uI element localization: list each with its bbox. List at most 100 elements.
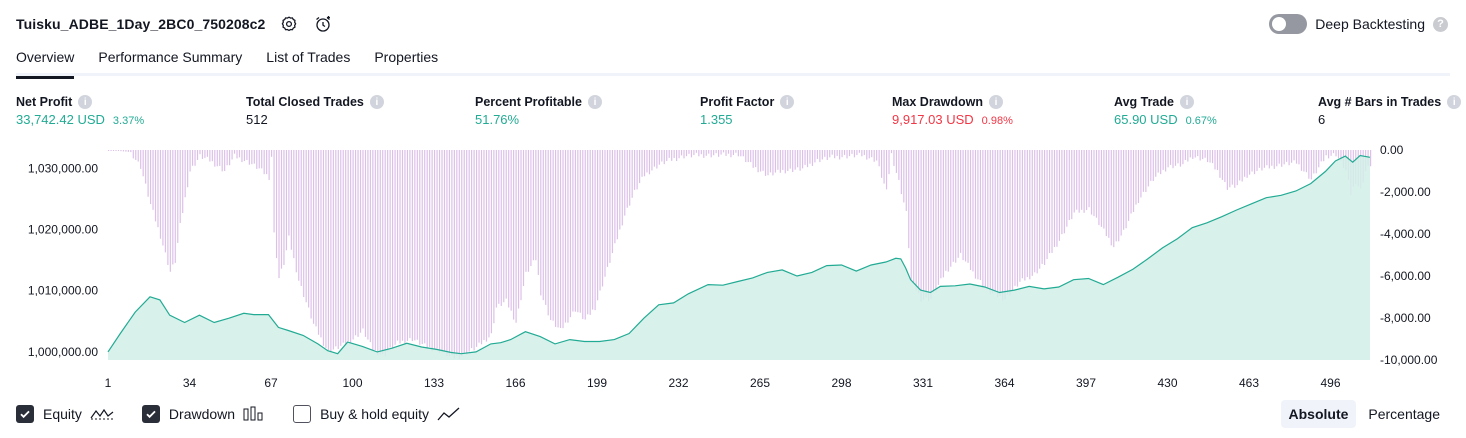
- drawdown-bar: [831, 150, 833, 155]
- absolute-button[interactable]: Absolute: [1280, 400, 1357, 428]
- info-icon[interactable]: i: [1447, 95, 1462, 109]
- buy-hold-line-icon: [437, 406, 461, 422]
- drawdown-bar: [1337, 150, 1340, 159]
- strategy-title: Tuisku_ADBE_1Day_2BC0_750208c2: [16, 16, 266, 32]
- legend-drawdown[interactable]: Drawdown: [141, 405, 265, 423]
- equity-area: [108, 155, 1370, 360]
- drawdown-bar: [890, 150, 893, 154]
- drawdown-bar: [441, 150, 443, 352]
- drawdown-bar: [510, 150, 512, 311]
- percentage-button[interactable]: Percentage: [1368, 406, 1440, 422]
- drawdown-bar: [787, 150, 789, 171]
- drawdown-bar: [1182, 150, 1184, 165]
- drawdown-bar: [209, 150, 211, 162]
- drawdown-bar: [1061, 150, 1063, 235]
- left-tick-label: 1,010,000.00: [28, 284, 98, 298]
- drawdown-bar: [1115, 150, 1117, 242]
- drawdown-bar: [742, 150, 744, 157]
- x-tick-label: 1: [105, 376, 112, 390]
- info-icon[interactable]: i: [369, 95, 384, 109]
- drawdown-bar: [421, 150, 423, 345]
- alarm-clock-icon[interactable]: [313, 14, 333, 34]
- drawdown-bar: [878, 150, 880, 167]
- drawdown-bar: [535, 150, 537, 261]
- legend-label: Equity: [43, 406, 82, 422]
- help-icon[interactable]: ?: [1433, 16, 1448, 32]
- drawdown-bar: [1370, 150, 1372, 167]
- info-icon[interactable]: i: [780, 95, 795, 109]
- tab-overview[interactable]: Overview: [16, 44, 75, 79]
- drawdown-bar: [804, 150, 806, 165]
- drawdown-bar: [599, 150, 601, 291]
- drawdown-bar: [1132, 150, 1135, 212]
- x-tick-label: 199: [587, 376, 607, 390]
- drawdown-bar: [661, 150, 663, 162]
- drawdown-bar: [1325, 150, 1327, 156]
- drawdown-bar: [567, 150, 569, 323]
- drawdown-bar: [792, 150, 794, 173]
- drawdown-bar: [1330, 150, 1332, 156]
- drawdown-bar: [414, 150, 416, 341]
- drawdown-bar: [495, 150, 497, 308]
- drawdown-bar: [1313, 150, 1315, 174]
- drawdown-bar: [513, 150, 515, 320]
- drawdown-bar: [1216, 150, 1219, 170]
- stat-max-drawdown: Max Drawdown i 9,917.03 USD 0.98%: [892, 93, 1013, 130]
- drawdown-bar: [693, 150, 695, 156]
- drawdown-bar: [757, 150, 759, 173]
- drawdown-bar: [122, 150, 125, 152]
- drawdown-bar: [394, 150, 396, 345]
- drawdown-bar: [685, 150, 688, 157]
- legend-buy-hold[interactable]: Buy & hold equity: [293, 405, 461, 423]
- drawdown-bar: [974, 150, 977, 279]
- drawdown-bar: [159, 150, 162, 239]
- info-icon[interactable]: i: [78, 95, 93, 109]
- info-icon[interactable]: i: [1179, 95, 1194, 109]
- drawdown-bar: [885, 150, 888, 190]
- buy-hold-checkbox[interactable]: [293, 405, 312, 423]
- info-icon[interactable]: i: [989, 95, 1003, 109]
- drawdown-bar: [550, 150, 552, 321]
- drawdown-bar: [325, 150, 327, 348]
- stat-value: 51.76%: [475, 112, 520, 127]
- equity-drawdown-chart[interactable]: 1,030,000.00 1,020,000.00 1,010,000.00 1,00…: [0, 140, 1466, 398]
- drawdown-bar: [940, 150, 942, 279]
- tab-performance-summary[interactable]: Performance Summary: [98, 49, 243, 65]
- drawdown-bar: [1244, 150, 1246, 177]
- drawdown-bar: [1137, 150, 1140, 204]
- x-tick-label: 430: [1157, 376, 1177, 390]
- drawdown-bar: [1098, 150, 1100, 226]
- drawdown-bar: [1041, 150, 1043, 264]
- settings-gear-icon[interactable]: [279, 14, 299, 34]
- drawdown-bar: [335, 150, 337, 347]
- drawdown-bar: [698, 150, 700, 157]
- drawdown-bar: [431, 150, 433, 352]
- drawdown-bar: [1256, 150, 1258, 171]
- legend-equity[interactable]: Equity: [16, 405, 114, 423]
- drawdown-bar: [900, 150, 902, 195]
- drawdown-checkbox[interactable]: [141, 405, 160, 423]
- drawdown-bar: [1125, 150, 1127, 229]
- stat-label: Max Drawdown: [892, 95, 983, 109]
- drawdown-bar: [1058, 150, 1061, 241]
- tab-list-of-trades[interactable]: List of Trades: [266, 49, 351, 65]
- deep-backtesting-toggle[interactable]: [1269, 14, 1308, 34]
- drawdown-bar: [629, 150, 631, 206]
- tab-properties[interactable]: Properties: [374, 49, 439, 65]
- drawdown-bar: [226, 150, 228, 166]
- equity-checkbox[interactable]: [16, 405, 34, 423]
- drawdown-bar: [794, 150, 796, 170]
- drawdown-bar: [868, 150, 870, 159]
- drawdown-bar: [1246, 150, 1248, 178]
- drawdown-bar: [219, 150, 221, 166]
- drawdown-bar: [1298, 150, 1300, 165]
- drawdown-bar: [811, 150, 814, 166]
- info-icon[interactable]: i: [587, 95, 602, 109]
- drawdown-bar: [236, 150, 238, 159]
- drawdown-bar: [211, 150, 213, 162]
- drawdown-bar: [989, 150, 991, 295]
- drawdown-bar: [769, 150, 772, 173]
- stat-value: 9,917.03 USD: [892, 112, 974, 127]
- drawdown-bar: [918, 150, 920, 294]
- drawdown-bar: [480, 150, 483, 345]
